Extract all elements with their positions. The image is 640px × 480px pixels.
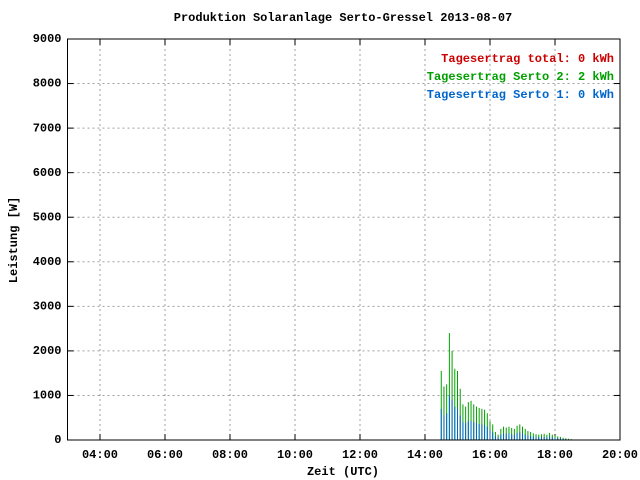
x-tick-label: 04:00 bbox=[82, 448, 118, 462]
x-tick-label: 10:00 bbox=[277, 448, 313, 462]
x-tick-label: 16:00 bbox=[472, 448, 508, 462]
y-axis-label: Leistung [W] bbox=[7, 197, 21, 283]
x-tick-label: 18:00 bbox=[537, 448, 573, 462]
plot-frame bbox=[67, 38, 621, 441]
y-tick-label: 3000 bbox=[33, 300, 62, 314]
y-tick-label: 4000 bbox=[33, 255, 62, 269]
annotation: Tagesertrag Serto 1: 0 kWh bbox=[427, 88, 614, 102]
x-tick-label: 12:00 bbox=[342, 448, 378, 462]
y-tick-label: 9000 bbox=[33, 32, 62, 46]
y-tick-label: 2000 bbox=[33, 344, 62, 358]
chart-title: Produktion Solaranlage Serto-Gressel 201… bbox=[174, 11, 512, 25]
x-tick-label: 20:00 bbox=[602, 448, 638, 462]
x-axis-label: Zeit (UTC) bbox=[307, 465, 379, 479]
y-tick-label: 8000 bbox=[33, 77, 62, 91]
y-tick-label: 7000 bbox=[33, 121, 62, 135]
annotation: Tagesertrag total: 0 kWh bbox=[441, 52, 614, 66]
x-tick-label: 14:00 bbox=[407, 448, 443, 462]
x-tick-label: 08:00 bbox=[212, 448, 248, 462]
y-tick-label: 0 bbox=[54, 433, 61, 447]
x-tick-label: 06:00 bbox=[147, 448, 183, 462]
y-tick-label: 6000 bbox=[33, 166, 62, 180]
y-tick-label: 5000 bbox=[33, 210, 62, 224]
annotation: Tagesertrag Serto 2: 2 kWh bbox=[427, 70, 614, 84]
y-tick-label: 1000 bbox=[33, 389, 62, 403]
